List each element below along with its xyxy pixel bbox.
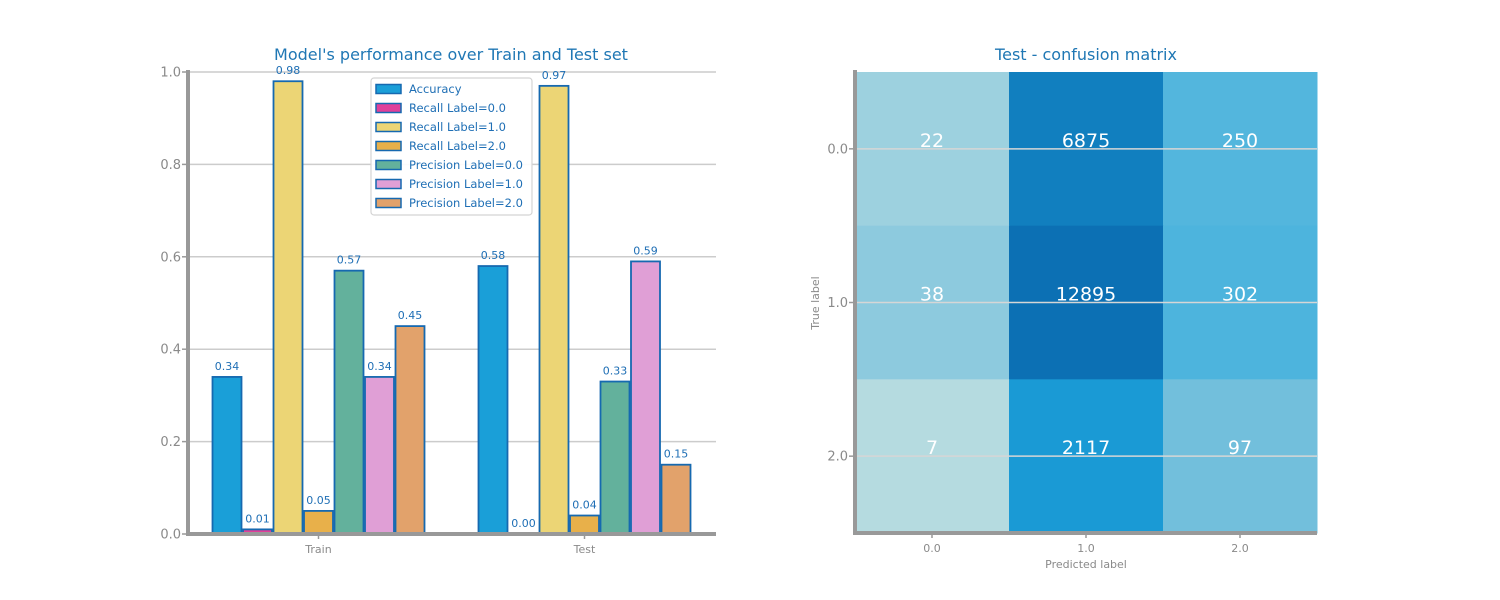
bar-chart-data-labels: 0.34 0.01 0.98 0.05 0.57 0.34 0.45 0.58 0.00 0.97… <box>215 64 689 530</box>
x-tick-label: Test <box>573 543 596 556</box>
bar-value-label: 0.98 <box>276 64 301 77</box>
legend-label: Precision Label=1.0 <box>409 177 523 191</box>
matrix-cell-value: 97 <box>1228 437 1252 459</box>
bar-chart-y-ticks: 0.0 0.2 0.4 0.6 0.8 1.0 <box>160 66 188 543</box>
bar-value-label: 0.04 <box>572 499 597 512</box>
bar-value-label: 0.00 <box>511 517 536 530</box>
matrix-cell-value: 22 <box>920 130 944 152</box>
confusion-matrix-y-axis-label: True label <box>809 276 822 330</box>
bar-chart-legend: Accuracy Recall Label=0.0 Recall Label=1.0… <box>370 77 533 216</box>
bar <box>660 463 692 535</box>
confusion-matrix-x-ticks: 0.0 1.0 2.0 <box>923 533 1249 555</box>
bar <box>211 376 243 535</box>
bar-value-label: 0.58 <box>481 249 506 262</box>
legend-label: Precision Label=0.0 <box>409 158 523 172</box>
bar-value-label: 0.01 <box>245 512 270 525</box>
y-tick-label: 0.0 <box>827 142 848 157</box>
bar-value-label: 0.57 <box>337 254 362 267</box>
legend-swatch <box>375 178 402 190</box>
legend-box <box>370 77 533 216</box>
bar <box>538 84 570 535</box>
bar-value-label: 0.59 <box>633 244 658 257</box>
confusion-matrix-x-axis-label: Predicted label <box>1045 558 1127 571</box>
bar <box>569 514 600 535</box>
matrix-cell-value: 2117 <box>1062 437 1110 459</box>
bar-value-label: 0.15 <box>664 448 689 461</box>
matrix-cell-value: 12895 <box>1056 284 1116 306</box>
bar <box>599 380 631 535</box>
confusion-matrix-title: Test - confusion matrix <box>994 45 1177 64</box>
bar <box>364 376 395 535</box>
legend-label: Accuracy <box>409 82 462 96</box>
legend-swatch <box>375 83 402 95</box>
confusion-matrix-axes <box>853 70 1317 535</box>
bar-value-label: 0.34 <box>367 360 392 373</box>
matrix-cell-value: 6875 <box>1062 130 1110 152</box>
bar <box>630 260 661 535</box>
y-tick-label: 2.0 <box>827 450 848 465</box>
matrix-cell-value: 7 <box>926 437 938 459</box>
legend-swatch <box>375 140 402 152</box>
bar <box>303 509 334 535</box>
legend-swatch <box>375 197 402 209</box>
y-tick-label: 1.0 <box>160 66 181 81</box>
confusion-matrix-values: 22 6875 250 38 12895 302 7 2117 97 <box>920 130 1258 459</box>
x-tick-label: 2.0 <box>1231 542 1249 555</box>
x-tick-label: Train <box>304 543 331 556</box>
matrix-cell-value: 250 <box>1222 130 1258 152</box>
bar-value-label: 0.05 <box>306 494 331 507</box>
y-tick-label: 0.2 <box>160 435 181 450</box>
confusion-matrix-gridlines <box>855 148 1317 457</box>
legend-label: Recall Label=0.0 <box>409 101 506 115</box>
bar-chart-x-ticks: Train Test <box>304 534 596 556</box>
bar <box>394 325 426 535</box>
matrix-cell-value: 38 <box>920 284 944 306</box>
x-tick-label: 1.0 <box>1077 542 1095 555</box>
y-tick-label: 0.8 <box>160 158 181 173</box>
legend-label: Recall Label=2.0 <box>409 139 506 153</box>
x-tick-label: 0.0 <box>923 542 941 555</box>
bar <box>477 265 509 535</box>
y-tick-label: 0.0 <box>160 528 181 543</box>
bar-value-label: 0.34 <box>215 360 240 373</box>
y-tick-label: 1.0 <box>827 296 848 311</box>
bar-chart-axes <box>186 70 716 536</box>
bar-chart-title: Model's performance over Train and Test … <box>274 45 628 64</box>
legend-label: Recall Label=1.0 <box>409 120 506 134</box>
y-tick-label: 0.4 <box>160 343 181 358</box>
bar-value-label: 0.33 <box>603 365 628 378</box>
bar <box>272 80 304 535</box>
matrix-cell-value: 302 <box>1222 284 1258 306</box>
bar-chart-bars <box>211 80 692 536</box>
y-tick-label: 0.6 <box>160 250 181 265</box>
legend-swatch <box>375 121 402 133</box>
bar <box>333 269 365 535</box>
legend-swatch <box>375 159 402 171</box>
legend-label: Precision Label=2.0 <box>409 196 523 210</box>
bar-value-label: 0.97 <box>542 69 567 82</box>
legend-swatch <box>375 102 402 114</box>
bar-value-label: 0.45 <box>398 309 423 322</box>
confusion-matrix-panel: Test - confusion matrix 22 6875 250 38 12895… <box>809 45 1318 571</box>
bar-chart-panel: Model's performance over Train and Test … <box>160 45 716 556</box>
confusion-matrix-y-ticks: 0.0 1.0 2.0 <box>827 142 855 465</box>
